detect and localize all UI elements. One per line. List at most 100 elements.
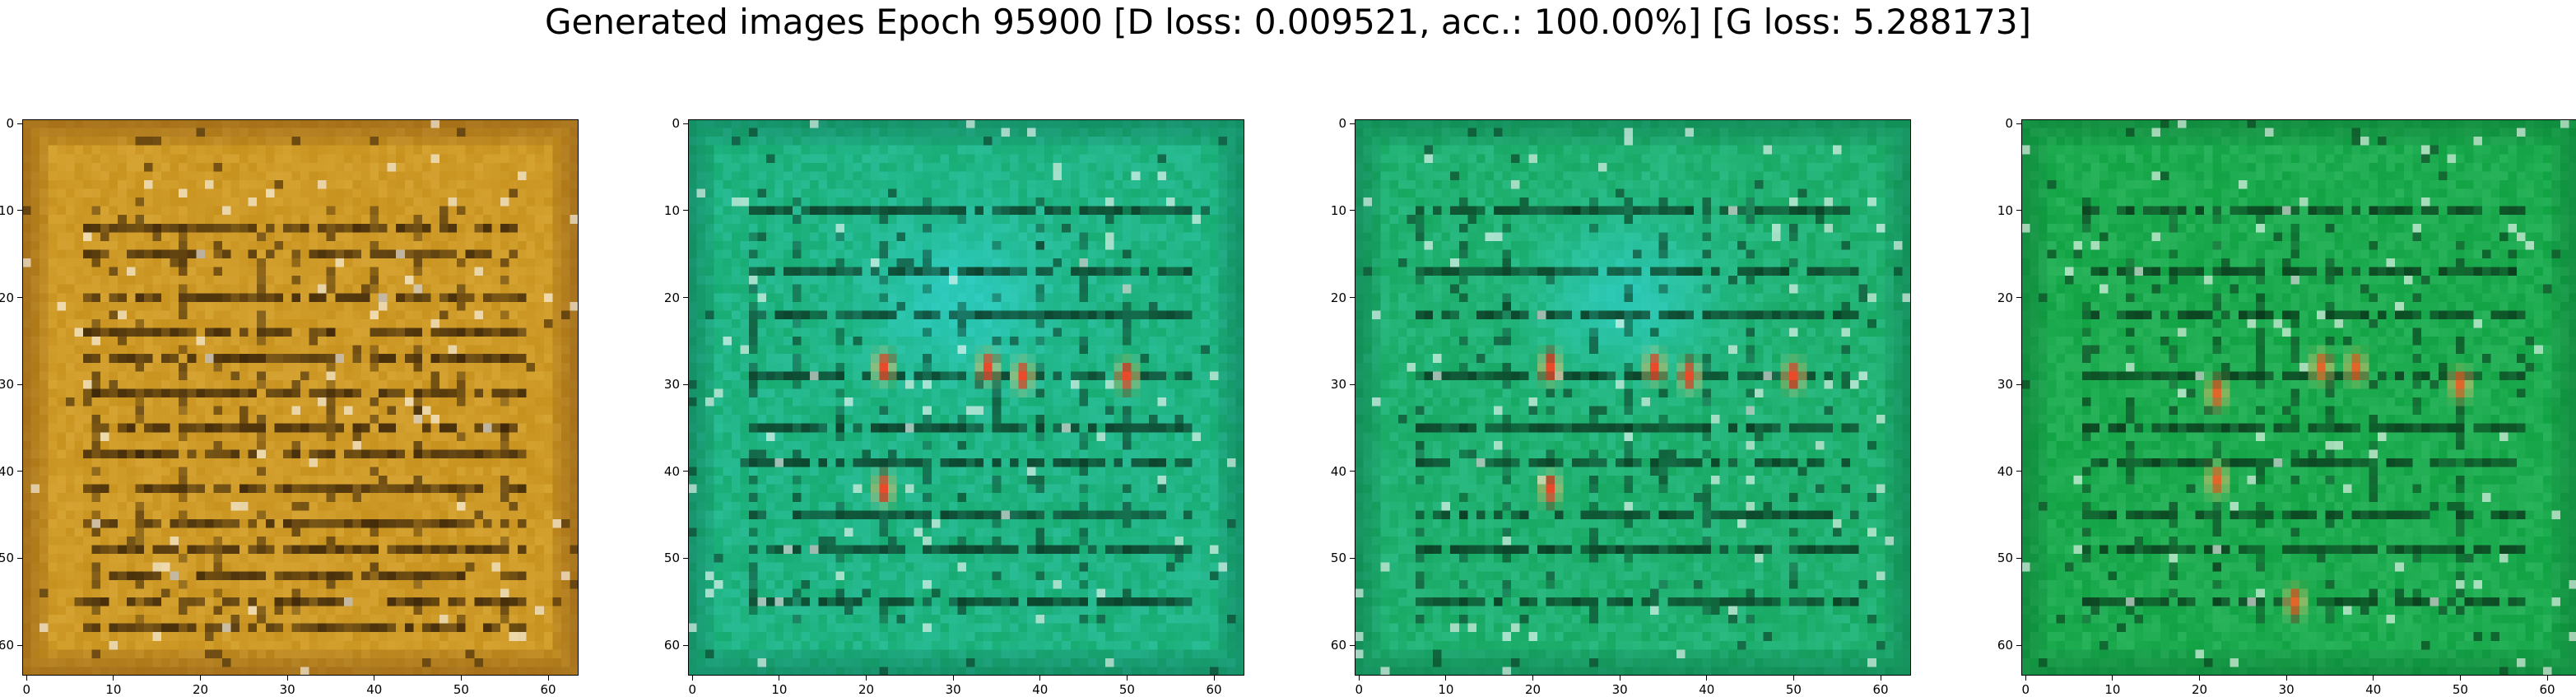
y-tick-label: 40	[0, 463, 14, 479]
generated-image-panel-2: 0 10 20 30 40 50 60 0 10 20 30 40 50 60	[664, 117, 1244, 696]
y-tick-mark	[2016, 644, 2021, 646]
x-tick-label: 50	[1785, 682, 1802, 697]
y-tick-mark	[1350, 123, 1355, 124]
y-tick-label: 50	[663, 551, 680, 566]
x-tick-label: 30	[2278, 682, 2295, 697]
y-tick-label: 30	[663, 377, 680, 393]
y-tick-label: 40	[1997, 463, 2013, 479]
y-tick-mark	[1350, 644, 1355, 646]
x-tick-label: 50	[1118, 682, 1135, 697]
x-tick-label: 60	[2539, 682, 2555, 697]
y-tick-mark	[2016, 210, 2021, 211]
x-tick-label: 60	[540, 682, 556, 697]
x-tick-mark	[26, 676, 27, 681]
y-tick-label: 40	[663, 463, 680, 479]
x-tick-label: 60	[1872, 682, 1889, 697]
x-tick-label: 40	[2365, 682, 2382, 697]
y-tick-label: 10	[1997, 202, 2013, 218]
y-tick-label: 30	[1330, 377, 1346, 393]
y-tick-label: 20	[1997, 290, 2013, 305]
x-tick-mark	[2025, 676, 2026, 681]
x-tick-label: 20	[1524, 682, 1541, 697]
generated-image-3	[1355, 119, 1911, 676]
y-tick-label: 50	[1330, 551, 1346, 566]
y-tick-mark	[683, 644, 688, 646]
x-tick-label: 30	[279, 682, 295, 697]
y-tick-label: 10	[0, 202, 14, 218]
x-tick-mark	[2199, 676, 2201, 681]
y-tick-mark	[1350, 383, 1355, 385]
x-tick-label: 20	[858, 682, 875, 697]
y-tick-mark	[2016, 383, 2021, 385]
y-tick-label: 0	[2005, 116, 2013, 132]
y-tick-mark	[17, 383, 22, 385]
y-tick-mark	[17, 471, 22, 472]
y-tick-mark	[1350, 471, 1355, 472]
x-tick-label: 0	[1355, 682, 1364, 697]
y-tick-mark	[683, 123, 688, 124]
y-tick-mark	[1350, 297, 1355, 299]
y-tick-mark	[683, 383, 688, 385]
y-tick-mark	[17, 123, 22, 124]
x-tick-mark	[866, 676, 867, 681]
x-tick-label: 20	[192, 682, 209, 697]
x-tick-label: 0	[2021, 682, 2030, 697]
y-tick-mark	[2016, 471, 2021, 472]
y-tick-mark	[683, 210, 688, 211]
x-tick-label: 50	[2452, 682, 2468, 697]
x-tick-label: 10	[2104, 682, 2121, 697]
generated-image-2	[688, 119, 1244, 676]
y-tick-label: 0	[672, 116, 680, 132]
y-tick-label: 50	[0, 551, 14, 566]
x-tick-mark	[1039, 676, 1041, 681]
y-tick-label: 0	[1338, 116, 1346, 132]
x-tick-label: 0	[688, 682, 697, 697]
x-tick-label: 10	[1438, 682, 1454, 697]
figure-title: Generated images Epoch 95900 [D loss: 0.…	[544, 2, 2032, 42]
y-tick-mark	[1350, 210, 1355, 211]
x-tick-label: 30	[1611, 682, 1628, 697]
x-tick-mark	[1793, 676, 1794, 681]
y-tick-label: 20	[1330, 290, 1346, 305]
y-tick-label: 0	[6, 116, 14, 132]
x-tick-label: 40	[1699, 682, 1715, 697]
y-tick-mark	[17, 297, 22, 299]
x-tick-mark	[460, 676, 462, 681]
x-tick-label: 10	[105, 682, 122, 697]
y-tick-label: 30	[0, 377, 14, 393]
y-tick-mark	[1350, 557, 1355, 559]
x-tick-label: 10	[771, 682, 788, 697]
y-tick-mark	[2016, 123, 2021, 124]
y-tick-label: 50	[1997, 551, 2013, 566]
x-tick-mark	[200, 676, 202, 681]
x-tick-label: 50	[453, 682, 469, 697]
y-tick-mark	[683, 297, 688, 299]
y-tick-label: 60	[0, 638, 14, 653]
x-tick-mark	[2285, 676, 2287, 681]
x-tick-label: 30	[945, 682, 961, 697]
x-tick-label: 40	[1032, 682, 1049, 697]
y-tick-label: 60	[1997, 638, 2013, 653]
x-tick-mark	[1126, 676, 1128, 681]
x-tick-mark	[2373, 676, 2374, 681]
y-tick-mark	[2016, 297, 2021, 299]
x-tick-mark	[1213, 676, 1215, 681]
x-tick-mark	[1445, 676, 1447, 681]
y-tick-label: 60	[663, 638, 680, 653]
y-tick-label: 10	[663, 202, 680, 218]
x-tick-mark	[952, 676, 954, 681]
x-tick-mark	[1532, 676, 1534, 681]
x-tick-mark	[1358, 676, 1360, 681]
y-tick-label: 20	[0, 290, 14, 305]
y-tick-mark	[2016, 557, 2021, 559]
y-tick-mark	[683, 557, 688, 559]
x-tick-mark	[547, 676, 549, 681]
y-tick-mark	[17, 210, 22, 211]
y-tick-label: 60	[1330, 638, 1346, 653]
y-tick-label: 40	[1330, 463, 1346, 479]
generated-image-4	[2021, 119, 2576, 676]
x-tick-mark	[2546, 676, 2548, 681]
x-tick-label: 20	[2191, 682, 2208, 697]
y-tick-mark	[683, 471, 688, 472]
y-tick-label: 10	[1330, 202, 1346, 218]
